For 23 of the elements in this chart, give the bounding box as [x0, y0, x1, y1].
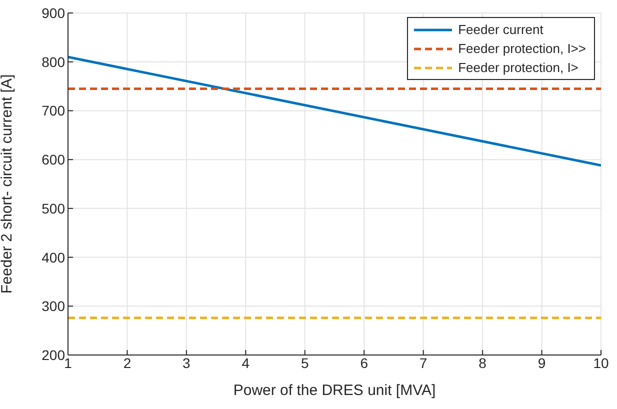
y-tick-label: 600 [42, 152, 66, 168]
y-tick-label: 400 [42, 249, 66, 266]
x-tick-label: 5 [300, 354, 309, 371]
x-tick-label: 9 [538, 354, 546, 371]
x-tick-label: 3 [182, 354, 191, 371]
y-tick-label: 200 [42, 346, 66, 363]
x-tick-label: 6 [360, 354, 368, 371]
x-tick-label: 4 [242, 354, 250, 371]
x-tick-label: 2 [123, 354, 132, 371]
x-tick-label: 8 [478, 354, 487, 371]
y-tick-label: 900 [42, 4, 66, 21]
x-axis-title: Power of the DRES unit [MVA] [233, 382, 436, 399]
x-tick-label: 1 [64, 354, 72, 371]
y-tick-label: 300 [42, 298, 66, 314]
y-tick-label: 500 [42, 200, 66, 216]
legend-label: Feeder current [458, 21, 544, 39]
legend-label: Feeder protection, I> [458, 59, 578, 77]
legend-label: Feeder protection, I>> [458, 40, 586, 58]
x-tick-label: 7 [419, 354, 428, 371]
y-axis-title: Feeder 2 short- circuit current [A] [0, 74, 16, 294]
y-tick-label: 800 [42, 54, 66, 70]
x-tick-label: 10 [593, 354, 609, 371]
y-tick-label: 700 [42, 102, 66, 119]
